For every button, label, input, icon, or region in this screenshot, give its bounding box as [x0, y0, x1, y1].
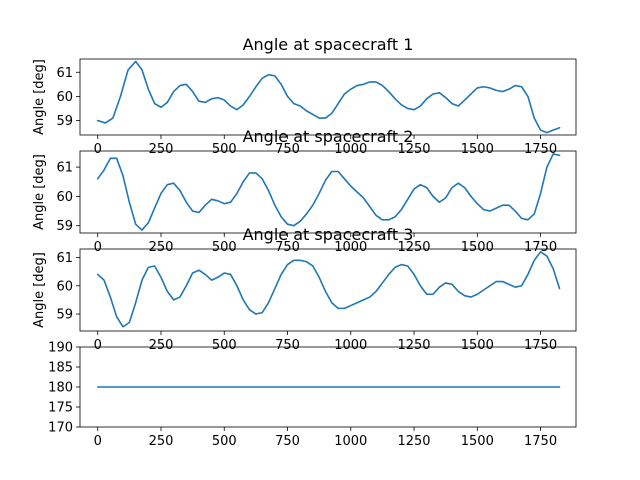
- x-tick-label: 1750: [524, 434, 557, 449]
- x-tick-label: 500: [212, 142, 237, 157]
- x-tick-label: 1250: [397, 434, 430, 449]
- x-tick-label: 1750: [524, 240, 557, 255]
- subplot-title: Angle at spacecraft 1: [243, 35, 414, 54]
- y-tick-label: 61: [56, 251, 73, 266]
- series-line-1: [96, 60, 561, 134]
- y-tick-label: 60: [56, 90, 73, 105]
- x-tick-label: 250: [149, 142, 174, 157]
- y-tick-label: 60: [56, 279, 73, 294]
- subplot-2: 0 250 500 750 1000 1250 1500 1750 59 60 61 Angle [d…: [32, 127, 577, 255]
- x-tick-label: 1500: [461, 338, 494, 353]
- x-tick-label: 250: [149, 338, 174, 353]
- x-tick-label: 500: [212, 338, 237, 353]
- subplot-3: 0 250 500 750 1000 1250 1500 1750 59 60 61 Angle [d…: [32, 225, 577, 353]
- y-tick-label: 180: [48, 381, 73, 396]
- x-tick-label: 1250: [397, 142, 430, 157]
- y-tick-label: 61: [56, 66, 73, 81]
- series-line-3: [96, 251, 561, 328]
- x-tick-label: 1250: [397, 338, 430, 353]
- x-tick-label: 750: [275, 338, 300, 353]
- x-tick-label: 1250: [397, 240, 430, 255]
- y-axis-label: Angle [deg]: [32, 59, 47, 135]
- x-tick-label: 1500: [461, 240, 494, 255]
- axes-frame-3: [79, 248, 577, 332]
- x-tick-label: 500: [212, 240, 237, 255]
- x-tick-label: 250: [149, 434, 174, 449]
- x-tick-label: 750: [275, 240, 300, 255]
- x-tick-label: 750: [275, 142, 300, 157]
- x-tick-label: 1500: [461, 434, 494, 449]
- subplot-title: Angle at spacecraft 3: [243, 225, 414, 244]
- x-tick-label: 500: [212, 434, 237, 449]
- x-tick-label: 750: [275, 434, 300, 449]
- y-tick-label: 59: [56, 308, 73, 323]
- x-tick-label: 1750: [524, 142, 557, 157]
- y-axis-label: Angle [deg]: [32, 154, 47, 230]
- x-tick-label: 0: [94, 142, 102, 157]
- subplot-title: Angle at spacecraft 2: [243, 127, 414, 146]
- x-tick-label: 1000: [334, 240, 367, 255]
- series-line-2: [96, 153, 561, 231]
- x-tick-label: 1500: [461, 142, 494, 157]
- x-tick-label: 1000: [334, 434, 367, 449]
- x-tick-label: 1000: [334, 338, 367, 353]
- y-tick-label: 175: [48, 401, 73, 416]
- y-tick-label: 185: [48, 361, 73, 376]
- subplot-1: 0 250 500 750 1000 1250 1500 1750 59 60 61 Angle [d…: [32, 35, 577, 157]
- x-tick-label: 1000: [334, 142, 367, 157]
- axes-frame-1: [79, 58, 577, 136]
- x-tick-label: 0: [94, 338, 102, 353]
- x-tick-label: 1750: [524, 338, 557, 353]
- y-tick-label: 60: [56, 190, 73, 205]
- subplot-4: 0 250 500 750 1000 1250 1500 1750 170 175 180 185 19…: [48, 341, 577, 449]
- y-tick-label: 170: [48, 421, 73, 436]
- y-axis-label: Angle [deg]: [32, 252, 47, 328]
- axes-frame-2: [79, 150, 577, 234]
- x-tick-label: 0: [94, 240, 102, 255]
- y-tick-label: 59: [56, 114, 73, 129]
- y-tick-label: 59: [56, 219, 73, 234]
- x-tick-label: 250: [149, 240, 174, 255]
- y-tick-label: 61: [56, 161, 73, 176]
- y-tick-label: 190: [48, 341, 73, 356]
- x-tick-label: 0: [94, 434, 102, 449]
